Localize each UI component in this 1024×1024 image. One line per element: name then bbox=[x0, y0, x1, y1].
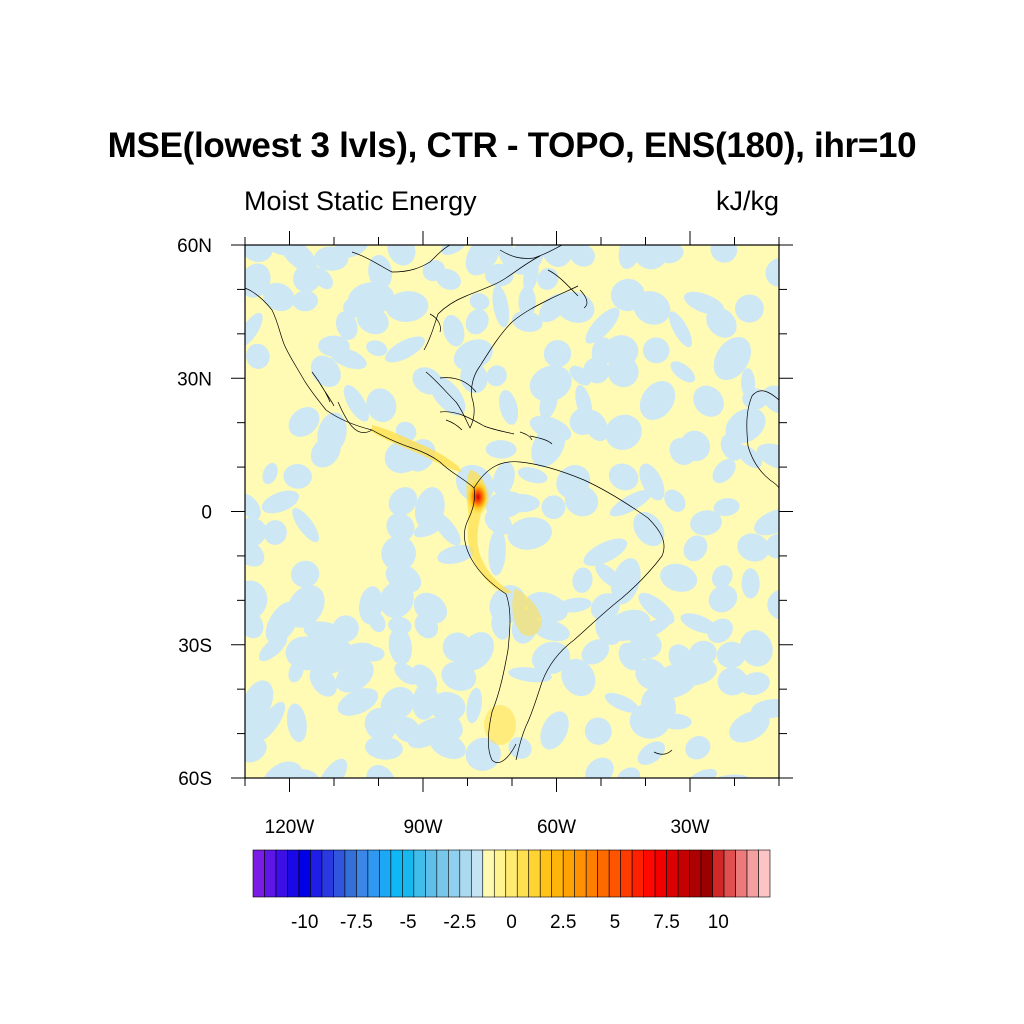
colorbar-swatch bbox=[712, 849, 725, 898]
colorbar-swatch bbox=[689, 849, 702, 898]
colorbar-swatch bbox=[551, 849, 564, 898]
colorbar-swatch bbox=[425, 849, 438, 898]
colorbar-swatch bbox=[700, 849, 713, 898]
colorbar-swatch bbox=[758, 849, 771, 898]
lon-label: 60W bbox=[537, 817, 576, 838]
lat-label: 30S bbox=[178, 636, 212, 657]
plot-title: MSE(lowest 3 lvls), CTR - TOPO, ENS(180)… bbox=[107, 126, 917, 165]
colorbar-swatch bbox=[310, 849, 323, 898]
colorbar-swatch bbox=[620, 849, 633, 898]
latitude-labels: 60N 30N 0 30S 60S bbox=[177, 236, 212, 790]
longitude-labels: 120W 90W 60W 30W bbox=[265, 817, 710, 838]
hotspot-marker bbox=[466, 479, 490, 515]
colorbar-swatch bbox=[654, 849, 667, 898]
lon-label: 30W bbox=[670, 817, 709, 838]
colorbar-swatch bbox=[287, 849, 300, 898]
colorbar-swatch bbox=[321, 849, 334, 898]
colorbar-swatch bbox=[735, 849, 748, 898]
colorbar-swatch bbox=[746, 849, 759, 898]
colorbar-swatch bbox=[459, 849, 472, 898]
colorbar-swatch bbox=[585, 849, 598, 898]
colorbar-labels: -10 -7.5 -5 -2.5 0 2.5 5 7.5 10 bbox=[291, 912, 729, 933]
negative-anomaly-regions bbox=[245, 245, 779, 778]
colorbar-swatch bbox=[252, 849, 265, 898]
colorbar-swatch bbox=[631, 849, 644, 898]
colorbar-label: -7.5 bbox=[340, 912, 373, 933]
colorbar-swatch bbox=[666, 849, 679, 898]
colorbar-swatch bbox=[413, 849, 426, 898]
colorbar-swatch bbox=[597, 849, 610, 898]
colorbar-swatch bbox=[723, 849, 736, 898]
colorbar-label: 10 bbox=[708, 912, 729, 933]
colorbar-swatch bbox=[275, 849, 288, 898]
colorbar-swatch bbox=[677, 849, 690, 898]
lon-label: 120W bbox=[265, 817, 315, 838]
lat-label: 60N bbox=[177, 236, 212, 257]
colorbar-label: -5 bbox=[400, 912, 417, 933]
colorbar bbox=[252, 849, 771, 898]
colorbar-label: -10 bbox=[291, 912, 318, 933]
colorbar-swatch bbox=[505, 849, 518, 898]
contour-field bbox=[245, 245, 779, 778]
colorbar-swatch bbox=[390, 849, 403, 898]
colorbar-swatch bbox=[643, 849, 656, 898]
colorbar-label: 5 bbox=[610, 912, 621, 933]
colorbar-swatch bbox=[574, 849, 587, 898]
lat-label: 60S bbox=[178, 769, 212, 790]
colorbar-swatch bbox=[367, 849, 380, 898]
axis-ticks bbox=[231, 231, 793, 792]
colorbar-label: 7.5 bbox=[653, 912, 679, 933]
lat-label: 0 bbox=[201, 503, 212, 524]
colorbar-swatch bbox=[493, 849, 507, 898]
colorbar-swatch bbox=[448, 849, 461, 898]
colorbar-swatch bbox=[528, 849, 541, 898]
colorbar-swatch bbox=[356, 849, 369, 898]
lon-label: 90W bbox=[403, 817, 442, 838]
colorbar-swatch bbox=[608, 849, 621, 898]
colorbar-swatch bbox=[516, 849, 530, 898]
colorbar-swatch bbox=[402, 849, 415, 898]
colorbar-label: 0 bbox=[506, 912, 517, 933]
left-subtitle: Moist Static Energy bbox=[244, 186, 477, 216]
colorbar-label: 2.5 bbox=[550, 912, 576, 933]
colorbar-label: -2.5 bbox=[443, 912, 476, 933]
coastlines bbox=[245, 245, 779, 763]
colorbar-swatch bbox=[436, 849, 449, 898]
colorbar-swatch bbox=[482, 849, 495, 898]
lat-label: 30N bbox=[177, 369, 212, 390]
colorbar-swatch bbox=[264, 849, 277, 898]
colorbar-swatch bbox=[333, 849, 346, 898]
colorbar-swatch bbox=[344, 849, 357, 898]
andes-warm-anomaly bbox=[372, 425, 542, 745]
colorbar-swatch bbox=[539, 849, 553, 898]
colorbar-swatch bbox=[298, 849, 311, 898]
colorbar-swatch bbox=[379, 849, 392, 898]
units-label: kJ/kg bbox=[715, 186, 779, 216]
colorbar-swatch bbox=[562, 849, 575, 898]
colorbar-swatch bbox=[470, 849, 484, 898]
